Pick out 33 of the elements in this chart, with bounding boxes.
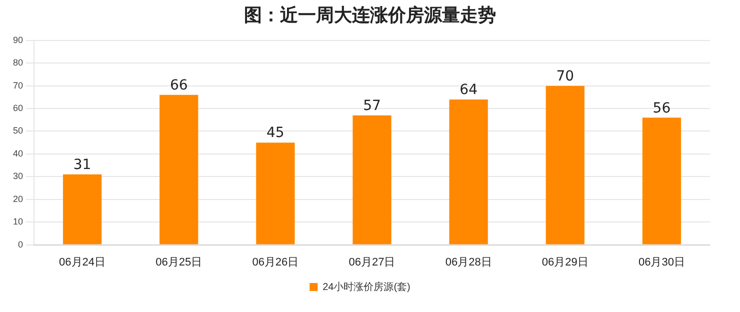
bar — [160, 94, 198, 244]
bar — [352, 115, 392, 244]
x-tick-label: 06月26日 — [252, 256, 299, 268]
x-tick-label: 06月27日 — [348, 256, 396, 268]
x-tick-label: 06月28日 — [445, 256, 492, 268]
y-tick-label: 30 — [12, 171, 24, 182]
y-tick-label: 50 — [12, 126, 24, 136]
legend-label: 24小时涨价房源(套) — [322, 280, 410, 293]
y-tick-label: 90 — [12, 34, 24, 45]
y-tick-label: 40 — [12, 148, 24, 158]
chart-title: 图：近一周大连涨价房源量走势 — [243, 4, 497, 28]
y-tick-label: 20 — [12, 194, 24, 204]
data-label: 66 — [170, 78, 188, 94]
y-tick-label: 60 — [12, 103, 24, 114]
bar — [256, 142, 295, 244]
y-tick-label: 70 — [12, 80, 24, 90]
data-label: 31 — [73, 157, 92, 174]
data-label: 64 — [460, 82, 478, 98]
data-label: 56 — [652, 100, 671, 116]
y-tick-label: 10 — [12, 216, 24, 227]
y-tick-label: 0 — [18, 239, 24, 250]
bar — [546, 86, 584, 244]
bar — [642, 118, 682, 244]
data-label: 57 — [363, 98, 381, 114]
data-label: 45 — [266, 125, 284, 142]
x-tick-label: 06月29日 — [542, 256, 588, 268]
x-tick-label: 06月30日 — [638, 256, 685, 268]
x-tick-label: 06月25日 — [156, 256, 202, 268]
y-tick-label: 80 — [12, 58, 24, 68]
bar — [62, 174, 102, 244]
x-tick-label: 06月24日 — [59, 256, 106, 268]
data-label: 70 — [556, 68, 574, 84]
bar — [449, 99, 488, 244]
